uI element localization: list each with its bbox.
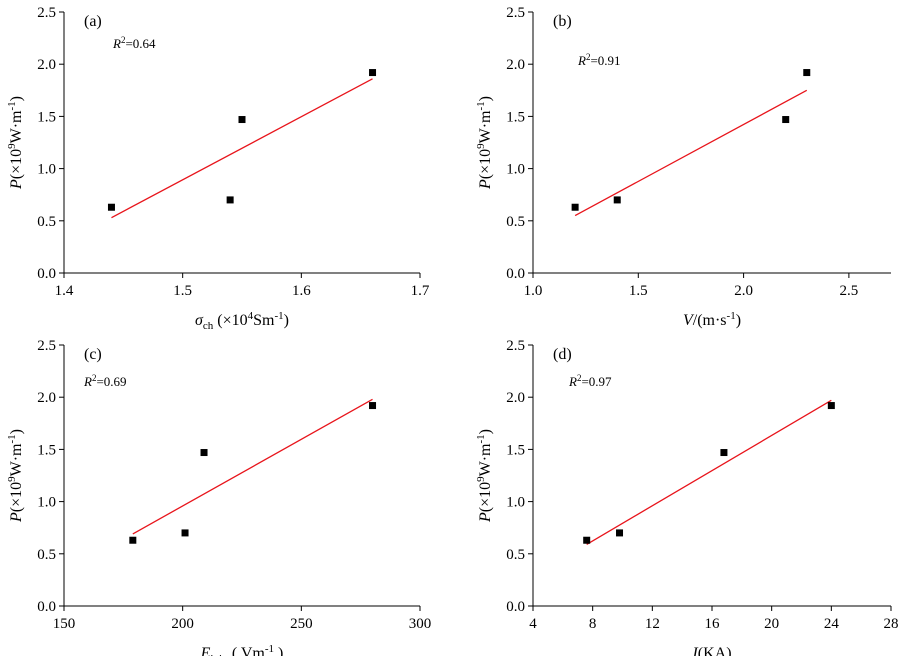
r-squared-label: R2=0.97 — [568, 373, 612, 389]
x-tick-label: 1.0 — [524, 283, 543, 299]
y-tick-label: 0.5 — [37, 214, 56, 230]
data-point — [720, 449, 728, 457]
y-tick-label: 2.5 — [37, 5, 56, 21]
y-tick-label: 0.0 — [37, 266, 56, 282]
fit-line — [574, 89, 808, 217]
panel-label: (a) — [84, 13, 102, 30]
chart-panel-a: 1.4 1.5 1.6 1.7 0.0 0.5 1.0 1.5 2.0 2.5 (a) R2=0.64… — [6, 5, 430, 332]
y-axis-label: P(×109W·m-1) — [6, 429, 25, 523]
y-tick-label: 1.0 — [37, 162, 56, 178]
r-squared-label: R2=0.64 — [112, 35, 156, 51]
chart-panel-b: 1.0 1.5 2.0 2.5 0.0 0.5 1.0 1.5 2.0 2.5 (b) R2=0.91… — [475, 5, 891, 329]
x-tick-label: 250 — [290, 616, 313, 632]
x-tick-label: 24 — [824, 616, 840, 632]
y-tick-label: 1.5 — [506, 442, 525, 458]
y-tick-label: 2.5 — [37, 338, 56, 354]
x-tick-label: 2.5 — [840, 283, 859, 299]
panel-label: (c) — [84, 346, 102, 363]
data-point — [226, 196, 234, 204]
x-tick-label: 1.6 — [292, 283, 311, 299]
y-tick-label: 0.0 — [37, 599, 56, 615]
y-tick-label: 0.5 — [506, 547, 525, 563]
x-tick-label: 16 — [705, 616, 721, 632]
data-point — [803, 69, 811, 77]
x-tick-label: 150 — [53, 616, 76, 632]
y-tick-label: 1.0 — [506, 495, 525, 511]
data-point — [616, 529, 624, 537]
x-tick-label: 1.5 — [173, 283, 192, 299]
panel-label: (d) — [553, 346, 572, 363]
x-tick-label: 4 — [529, 616, 537, 632]
fit-line — [111, 78, 373, 219]
x-tick-label: 8 — [589, 616, 597, 632]
data-point — [369, 402, 377, 410]
data-point — [827, 402, 835, 410]
data-point — [200, 449, 208, 457]
chart-panel-d: 4 8 12 16 20 24 28 0.0 0.5 1.0 1.5 2.0 2.5 (d) R2=0.97… — [475, 338, 899, 656]
data-point — [238, 116, 246, 124]
y-tick-label: 2.0 — [37, 57, 56, 73]
y-tick-label: 2.0 — [506, 390, 525, 406]
r-squared-label: R2=0.69 — [83, 373, 127, 389]
y-axis-label: P(×109W·m-1) — [6, 96, 25, 190]
x-axis-label: Einit. ( Vm-1 ) — [200, 643, 284, 656]
r-squared-label: R2=0.91 — [577, 52, 621, 68]
y-tick-label: 0.5 — [37, 547, 56, 563]
y-tick-label: 0.0 — [506, 266, 525, 282]
x-tick-label: 28 — [884, 616, 899, 632]
chart-panel-c: 150 200 250 300 0.0 0.5 1.0 1.5 2.0 2.5 (c) R2=0.69… — [6, 338, 431, 656]
data-point — [583, 536, 591, 544]
y-tick-label: 1.5 — [37, 109, 56, 125]
y-tick-label: 1.0 — [506, 162, 525, 178]
y-axis-label: P(×109W·m-1) — [475, 429, 494, 523]
data-point — [571, 203, 579, 211]
y-tick-label: 2.0 — [506, 57, 525, 73]
y-tick-label: 0.5 — [506, 214, 525, 230]
y-tick-label: 0.0 — [506, 599, 525, 615]
y-axis-label: P(×109W·m-1) — [475, 96, 494, 190]
data-point — [613, 196, 621, 204]
y-tick-label: 1.5 — [506, 109, 525, 125]
x-tick-label: 20 — [764, 616, 779, 632]
y-tick-label: 2.5 — [506, 338, 525, 354]
x-tick-label: 2.0 — [734, 283, 753, 299]
x-tick-label: 1.4 — [55, 283, 74, 299]
fit-line — [586, 399, 832, 545]
data-point — [369, 69, 377, 77]
x-tick-label: 1.5 — [629, 283, 648, 299]
x-axis-label: I(KA) — [691, 645, 731, 656]
data-point — [129, 536, 137, 544]
y-tick-label: 2.0 — [37, 390, 56, 406]
panel-label: (b) — [553, 13, 572, 30]
x-tick-label: 300 — [409, 616, 432, 632]
y-tick-label: 1.0 — [37, 495, 56, 511]
data-point — [107, 203, 115, 211]
x-tick-label: 200 — [171, 616, 194, 632]
data-point — [782, 116, 790, 124]
x-axis-label: V/(m·s-1) — [683, 310, 741, 329]
y-tick-label: 2.5 — [506, 5, 525, 21]
x-tick-label: 1.7 — [411, 283, 430, 299]
y-tick-label: 1.5 — [37, 442, 56, 458]
fit-line — [132, 398, 373, 535]
x-axis-label: σch (×104Sm-1) — [195, 310, 289, 332]
x-tick-label: 12 — [645, 616, 660, 632]
data-point — [181, 529, 189, 537]
